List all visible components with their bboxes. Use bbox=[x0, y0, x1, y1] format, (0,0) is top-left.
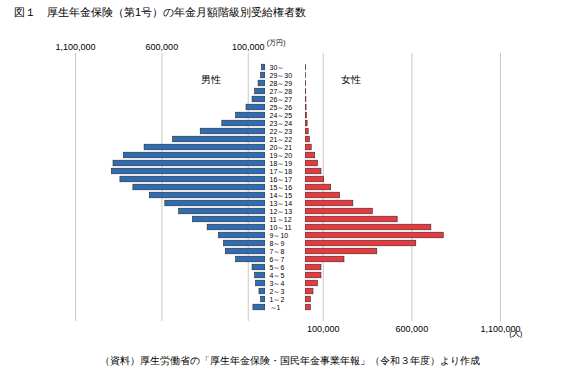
svg-text:3～4: 3～4 bbox=[270, 280, 285, 287]
svg-text:12～13: 12～13 bbox=[270, 208, 293, 215]
svg-text:1～2: 1～2 bbox=[270, 296, 285, 303]
html-text:（資料）厚生労働省の「厚生年金保険・国民年金事業年報」（令和: （資料）厚生労働省の「厚生年金保険・国民年金事業年報」（令和３年度）より作成 bbox=[100, 355, 480, 366]
svg-text:29～30: 29～30 bbox=[270, 72, 293, 79]
svg-text:22～23: 22～23 bbox=[270, 128, 293, 135]
svg-text:23～24: 23～24 bbox=[270, 120, 293, 127]
svg-text:19～20: 19～20 bbox=[270, 152, 293, 159]
svg-text:21～22: 21～22 bbox=[270, 136, 293, 143]
html-text:図１ 厚生年金保険（第1号）の年金月額階級別受給権者数: 図１ 厚生年金保険（第1号）の年金月額階級別受給権者数 bbox=[14, 6, 307, 18]
svg-text:1,100,000: 1,100,000 bbox=[55, 42, 95, 52]
svg-text:15～16: 15～16 bbox=[270, 184, 293, 191]
svg-text:1,100,000: 1,100,000 bbox=[480, 323, 521, 334]
svg-text:9～10: 9～10 bbox=[270, 232, 289, 239]
svg-text:17～18: 17～18 bbox=[270, 168, 293, 175]
svg-text:11～12: 11～12 bbox=[270, 216, 292, 223]
svg-text:2～3: 2～3 bbox=[270, 288, 285, 295]
svg-text:20～21: 20～21 bbox=[270, 144, 293, 151]
svg-text:28～29: 28～29 bbox=[270, 80, 293, 87]
svg-text:4～5: 4～5 bbox=[270, 272, 285, 279]
svg-text:5～6: 5～6 bbox=[270, 264, 285, 271]
svg-text:100,000: 100,000 bbox=[307, 324, 340, 334]
svg-text:6～7: 6～7 bbox=[270, 256, 285, 263]
svg-text:600,000: 600,000 bbox=[396, 324, 429, 334]
svg-text:(万円): (万円) bbox=[267, 39, 286, 47]
svg-text:～1: ～1 bbox=[270, 304, 281, 311]
svg-text:24～25: 24～25 bbox=[270, 112, 293, 119]
svg-text:8～9: 8～9 bbox=[270, 240, 285, 247]
svg-text:14～15: 14～15 bbox=[270, 192, 293, 199]
svg-text:27～28: 27～28 bbox=[270, 88, 293, 95]
svg-text:25～26: 25～26 bbox=[270, 104, 293, 111]
svg-text:100,000: 100,000 bbox=[232, 42, 265, 52]
svg-text:13～14: 13～14 bbox=[270, 200, 293, 207]
svg-text:男性: 男性 bbox=[201, 74, 221, 85]
svg-text:7～8: 7～8 bbox=[270, 248, 285, 255]
svg-text:18～19: 18～19 bbox=[270, 160, 293, 167]
svg-text:10～11: 10～11 bbox=[270, 224, 292, 231]
svg-text:26～27: 26～27 bbox=[270, 96, 293, 103]
svg-text:16～17: 16～17 bbox=[270, 176, 293, 183]
svg-text:女性: 女性 bbox=[341, 74, 361, 85]
svg-text:600,000: 600,000 bbox=[146, 42, 179, 52]
svg-text:30～: 30～ bbox=[270, 64, 285, 71]
svg-text:(人): (人) bbox=[509, 329, 523, 338]
